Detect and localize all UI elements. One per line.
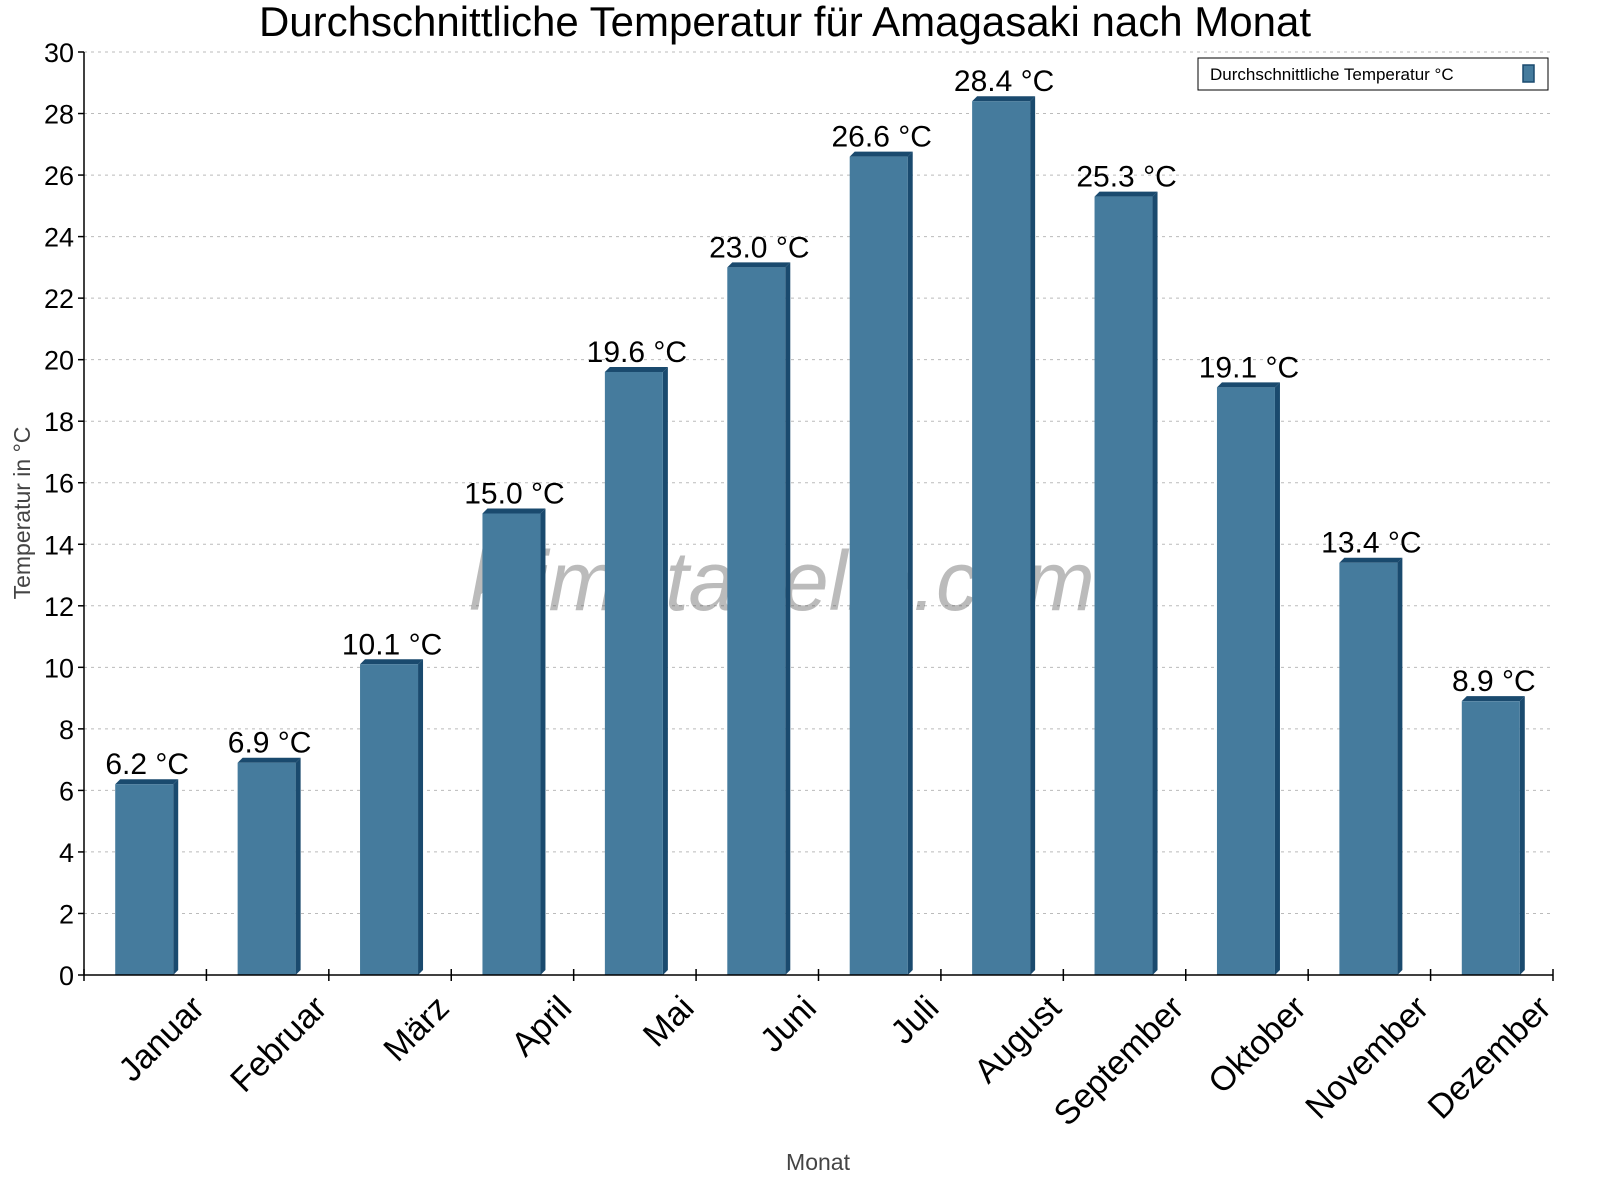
bar	[849, 156, 908, 975]
y-tick-label: 18	[44, 407, 74, 437]
bar-top	[1339, 557, 1403, 563]
bar-side	[907, 151, 913, 975]
bar-side	[1397, 557, 1403, 975]
bar-side	[295, 757, 301, 975]
y-tick-label: 14	[44, 530, 74, 560]
x-tick-label: März	[376, 989, 456, 1069]
data-label: 6.2 °C	[105, 748, 189, 781]
x-tick-label: Juni	[753, 989, 824, 1060]
data-label: 28.4 °C	[954, 65, 1054, 98]
bar-side	[1030, 96, 1036, 975]
bar-top	[849, 151, 913, 157]
x-tick-label: Mai	[636, 989, 702, 1055]
bar-side	[662, 366, 668, 975]
bar-top	[1216, 382, 1280, 388]
y-tick-label: 30	[44, 38, 74, 68]
y-tick-label: 16	[44, 469, 74, 499]
bar-side	[173, 779, 179, 975]
bar-side	[418, 659, 424, 975]
y-tick-label: 26	[44, 161, 74, 191]
y-axis-label: Temperatur in °C	[9, 427, 35, 600]
bar	[1461, 701, 1520, 975]
bar	[360, 664, 419, 975]
data-label: 15.0 °C	[464, 478, 564, 511]
bar-side	[1519, 696, 1525, 975]
bar-top	[1094, 191, 1158, 197]
bar	[1094, 196, 1153, 975]
bar-top	[972, 96, 1036, 102]
data-label: 10.1 °C	[342, 628, 442, 661]
data-label: 25.3 °C	[1076, 161, 1176, 194]
bar	[482, 513, 541, 975]
bar	[972, 101, 1031, 975]
data-label: 6.9 °C	[228, 727, 312, 760]
x-tick-label: August	[967, 988, 1069, 1090]
bar-top	[237, 757, 301, 763]
x-tick-label: Dezember	[1421, 989, 1559, 1127]
bar-side	[785, 262, 791, 975]
bar-top	[1461, 696, 1525, 702]
x-tick-label: November	[1298, 989, 1436, 1127]
grid-lines	[84, 51, 1553, 914]
data-label: 13.4 °C	[1321, 527, 1421, 560]
x-axis-label: Monat	[786, 1149, 851, 1175]
bar-side	[1152, 191, 1158, 975]
x-tick-label: Januar	[111, 989, 211, 1089]
bar-side	[540, 508, 546, 975]
y-tick-label: 20	[44, 346, 74, 376]
bars: 6.2 °C 6.9 °C 10.1 °C 15.0 °C 19.6 °C 23.0 °C…	[105, 65, 1536, 975]
bar-top	[727, 262, 791, 268]
bar	[1216, 387, 1275, 975]
bar-top	[482, 508, 546, 514]
legend-label: Durchschnittliche Temperatur °C	[1210, 65, 1454, 84]
bar-side	[1274, 382, 1280, 975]
y-tick-label: 6	[59, 776, 74, 806]
y-tick-label: 4	[59, 838, 74, 868]
bar	[115, 784, 174, 975]
y-tick-label: 12	[44, 592, 74, 622]
x-tick-label: September	[1047, 989, 1191, 1133]
legend-box	[1197, 57, 1549, 91]
bar	[1339, 562, 1398, 975]
legend: Durchschnittliche Temperatur °C	[1197, 57, 1549, 91]
bar	[237, 762, 296, 975]
y-tick-label: 24	[44, 223, 74, 253]
legend-swatch	[1522, 64, 1535, 83]
data-label: 8.9 °C	[1452, 665, 1536, 698]
y-tick-label: 0	[59, 961, 74, 991]
x-tick-label: Oktober	[1201, 989, 1313, 1101]
chart-title: Durchschnittliche Temperatur für Amagasa…	[259, 0, 1311, 45]
y-tick-label: 28	[44, 100, 74, 130]
bar	[604, 371, 663, 975]
y-tick-label: 22	[44, 284, 74, 314]
bar-top	[115, 779, 179, 785]
x-tick-label: April	[504, 989, 579, 1064]
x-tick-label: Februar	[223, 989, 334, 1100]
bar-top	[604, 366, 668, 372]
bar	[727, 267, 786, 975]
y-tick-label: 2	[59, 899, 74, 929]
data-label: 19.6 °C	[587, 336, 687, 369]
y-tick-label: 10	[44, 653, 74, 683]
data-label: 26.6 °C	[832, 121, 932, 154]
x-tick-label: Juli	[883, 989, 946, 1052]
data-label: 19.1 °C	[1199, 351, 1299, 384]
bar-top	[360, 659, 424, 665]
y-tick-label: 8	[59, 715, 74, 745]
data-label: 23.0 °C	[709, 231, 809, 264]
